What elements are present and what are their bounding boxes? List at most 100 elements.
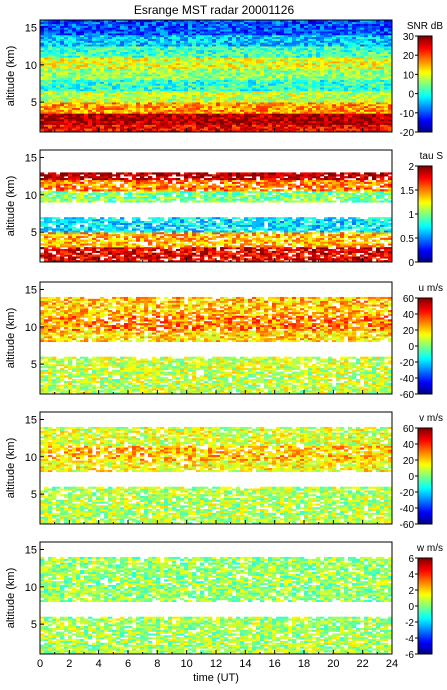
heatmap-cell: [308, 44, 313, 47]
heatmap-cell: [136, 70, 141, 73]
heatmap-cell: [96, 48, 101, 51]
heatmap-cell: [88, 27, 93, 30]
heatmap-cell: [52, 100, 57, 103]
heatmap-cell: [148, 29, 153, 32]
heatmap-cell: [356, 96, 361, 99]
heatmap-cell: [56, 76, 61, 79]
heatmap-cell: [328, 98, 333, 101]
heatmap-cell: [144, 49, 149, 53]
heatmap-cell: [160, 105, 165, 109]
heatmap-cell: [188, 85, 193, 88]
heatmap-cell: [240, 36, 245, 39]
heatmap-cell: [180, 100, 185, 103]
heatmap-cell: [204, 94, 209, 97]
heatmap-cell: [372, 100, 377, 103]
heatmap-cell: [360, 57, 365, 60]
heatmap-cell: [48, 64, 53, 67]
heatmap-cell: [252, 48, 257, 51]
heatmap-cell: [44, 76, 49, 79]
heatmap-cell: [176, 79, 181, 82]
heatmap-cell: [60, 113, 65, 116]
heatmap-cell: [128, 25, 133, 28]
heatmap-cell: [292, 59, 297, 62]
heatmap-cell: [228, 38, 233, 41]
heatmap-cell: [216, 38, 221, 41]
heatmap-cell: [264, 66, 269, 69]
heatmap-cell: [316, 72, 321, 75]
heatmap-cell: [224, 66, 229, 69]
heatmap-cell: [312, 102, 317, 105]
heatmap-cell: [212, 36, 217, 39]
heatmap-cell: [388, 70, 393, 73]
heatmap-cell: [160, 124, 165, 127]
heatmap-cell: [156, 79, 161, 82]
heatmap-cell: [200, 53, 205, 56]
heatmap-cell: [360, 64, 365, 67]
heatmap-cell: [276, 70, 281, 73]
heatmap-cell: [88, 83, 93, 86]
heatmap-cell: [304, 77, 309, 81]
heatmap-cell: [316, 104, 321, 107]
heatmap-cell: [164, 40, 169, 43]
heatmap-cell: [348, 111, 353, 114]
heatmap-cell: [388, 44, 393, 47]
heatmap-cell: [272, 98, 277, 101]
heatmap-cell: [180, 55, 185, 58]
heatmap-cell: [376, 104, 381, 107]
heatmap-cell: [284, 79, 289, 82]
heatmap-cell: [328, 90, 333, 94]
heatmap-cell: [260, 102, 265, 105]
heatmap-cell: [372, 104, 377, 107]
heatmap-cell: [76, 57, 81, 60]
heatmap-cell: [160, 44, 165, 47]
heatmap-cell: [64, 83, 69, 86]
heatmap-cell: [136, 126, 141, 129]
heatmap-cell: [264, 51, 269, 54]
heatmap-cell: [324, 113, 329, 116]
heatmap-cell: [112, 53, 117, 56]
heatmap-cell: [208, 118, 213, 122]
heatmap-cell: [320, 115, 325, 118]
heatmap-cell: [152, 85, 157, 88]
heatmap-cell: [216, 118, 221, 122]
heatmap-cell: [268, 76, 273, 79]
heatmap-cell: [344, 105, 349, 109]
heatmap-cell: [168, 94, 173, 97]
heatmap-cell: [160, 128, 165, 131]
heatmap-cell: [272, 109, 277, 112]
heatmap-cell: [344, 94, 349, 97]
heatmap-cell: [348, 62, 353, 66]
heatmap-cell: [132, 89, 137, 92]
heatmap-cell: [56, 42, 61, 45]
heatmap-cell: [368, 111, 373, 114]
heatmap-cell: [380, 118, 385, 122]
heatmap-cell: [252, 53, 257, 56]
heatmap-cell: [224, 128, 229, 131]
heatmap-cell: [268, 62, 273, 66]
heatmap-cell: [288, 27, 293, 30]
heatmap-cell: [364, 74, 369, 77]
heatmap-cell: [364, 126, 369, 129]
heatmap-cell: [292, 122, 297, 125]
heatmap-cell: [300, 124, 305, 127]
heatmap-cell: [272, 27, 277, 30]
heatmap-cell: [100, 55, 105, 58]
heatmap-cell: [292, 38, 297, 41]
heatmap-cell: [384, 105, 389, 109]
heatmap-cell: [268, 44, 273, 47]
heatmap-cell: [192, 27, 197, 30]
heatmap-cell: [308, 27, 313, 30]
heatmap-cell: [300, 51, 305, 54]
heatmap-cell: [56, 90, 61, 94]
heatmap-cell: [124, 87, 129, 90]
heatmap-cell: [284, 70, 289, 73]
heatmap-cell: [228, 107, 233, 110]
heatmap-cell: [220, 79, 225, 82]
heatmap-cell: [180, 105, 185, 109]
heatmap-cell: [152, 27, 157, 30]
heatmap-cell: [204, 46, 209, 49]
heatmap-cell: [40, 66, 45, 69]
heatmap-cell: [68, 72, 73, 75]
heatmap-cell: [256, 128, 261, 131]
heatmap-cell: [140, 105, 145, 109]
